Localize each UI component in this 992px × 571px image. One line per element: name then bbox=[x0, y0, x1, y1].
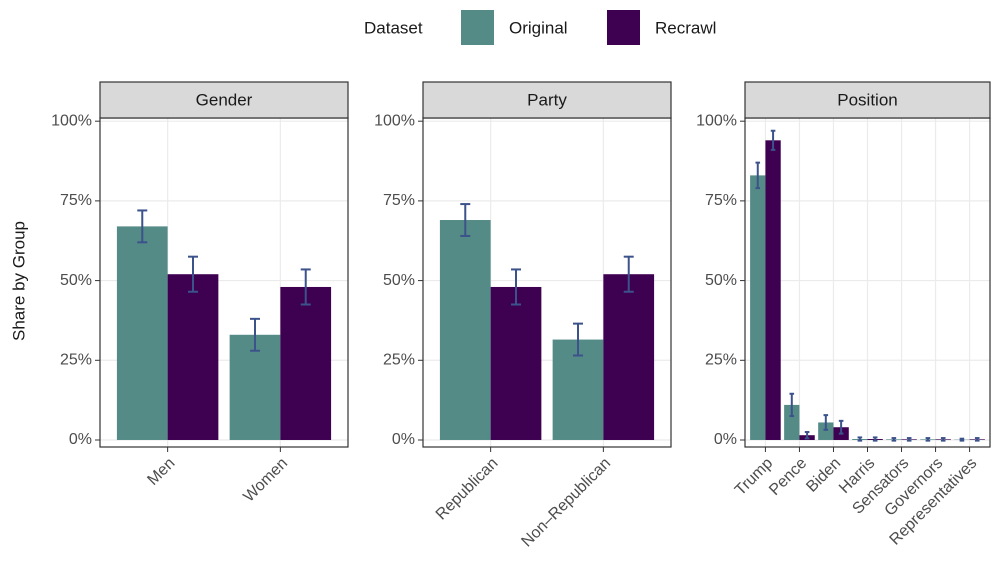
y-tick-label: 75% bbox=[383, 192, 415, 209]
y-tick-label: 100% bbox=[51, 112, 92, 129]
bar bbox=[229, 334, 281, 440]
bar bbox=[116, 226, 168, 440]
y-tick-label: 0% bbox=[714, 431, 737, 448]
error-bar bbox=[250, 317, 260, 352]
error-bar bbox=[857, 436, 863, 442]
bar bbox=[818, 422, 834, 440]
error-bar bbox=[872, 436, 878, 442]
y-tick-label: 25% bbox=[383, 352, 415, 369]
y-tick-label: 75% bbox=[60, 192, 92, 209]
error-bar bbox=[974, 437, 980, 442]
y-tick-label: 50% bbox=[60, 272, 92, 289]
strip-label: Gender bbox=[196, 90, 253, 109]
legend-label: Recrawl bbox=[655, 18, 716, 37]
x-tick-label: Biden bbox=[803, 455, 844, 496]
error-bar bbox=[188, 255, 198, 293]
x-tick-label: Republican bbox=[433, 455, 502, 524]
error-bar bbox=[804, 431, 810, 440]
error-bar bbox=[891, 437, 897, 442]
error-bar bbox=[959, 437, 965, 442]
error-bar bbox=[789, 392, 795, 418]
y-tick-label: 75% bbox=[705, 192, 737, 209]
legend-label: Original bbox=[509, 18, 568, 37]
y-tick-label: 0% bbox=[392, 431, 415, 448]
strip-label: Party bbox=[527, 90, 567, 109]
error-bar bbox=[573, 322, 583, 357]
x-tick-label: Pence bbox=[766, 455, 810, 499]
error-bar bbox=[838, 419, 844, 435]
legend-title: Dataset bbox=[364, 18, 423, 37]
error-bar bbox=[300, 268, 311, 306]
legend-swatch bbox=[607, 10, 640, 45]
bar bbox=[280, 286, 332, 440]
strip-label: Position bbox=[837, 90, 897, 109]
bar bbox=[765, 140, 781, 440]
bar bbox=[490, 286, 542, 440]
y-axis-label: Share by Group bbox=[9, 221, 28, 341]
bar bbox=[784, 404, 800, 440]
y-tick-label: 50% bbox=[383, 272, 415, 289]
y-tick-label: 50% bbox=[705, 272, 737, 289]
bar bbox=[167, 274, 219, 440]
y-tick-label: 25% bbox=[705, 352, 737, 369]
x-tick-label: Women bbox=[240, 455, 291, 506]
x-tick-label: Trump bbox=[732, 455, 776, 499]
error-bar bbox=[940, 437, 946, 442]
y-tick-label: 25% bbox=[60, 352, 92, 369]
x-tick-label: Men bbox=[144, 455, 178, 489]
strip bbox=[422, 81, 672, 119]
error-bar bbox=[755, 161, 761, 190]
error-bar bbox=[906, 437, 912, 442]
error-bar bbox=[925, 437, 931, 442]
bar bbox=[603, 274, 655, 440]
legend-swatch bbox=[461, 10, 494, 45]
error-bar bbox=[137, 209, 148, 244]
y-tick-label: 100% bbox=[696, 112, 737, 129]
error-bar bbox=[511, 268, 521, 306]
bar bbox=[439, 220, 491, 440]
strip bbox=[744, 81, 991, 119]
bar bbox=[750, 175, 766, 440]
strip bbox=[99, 81, 349, 119]
error-bar bbox=[460, 203, 471, 237]
error-bar bbox=[623, 255, 634, 293]
y-tick-label: 0% bbox=[69, 431, 92, 448]
x-tick-label: Non–Republican bbox=[518, 455, 614, 551]
error-bar bbox=[770, 129, 776, 151]
y-tick-label: 100% bbox=[374, 112, 415, 129]
error-bar bbox=[823, 414, 829, 431]
